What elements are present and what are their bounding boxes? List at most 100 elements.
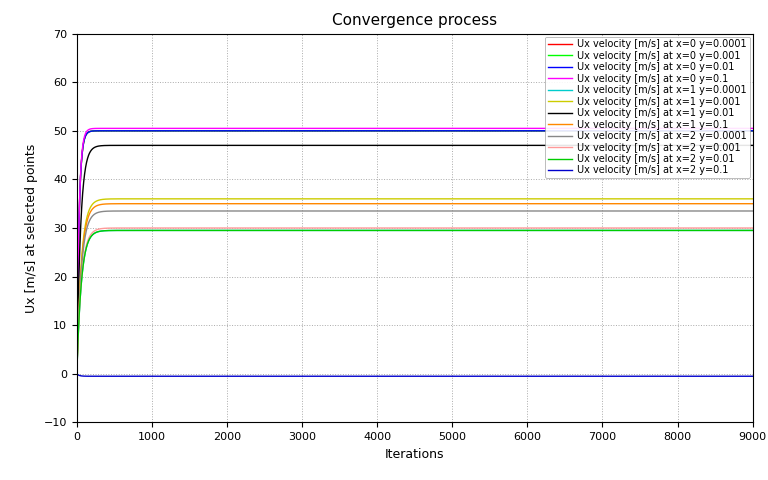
Ux velocity [m/s] at x=2 y=0.001 [748, 225, 757, 231]
Ux velocity [m/s] at x=0 y=0.001 [156, 128, 165, 133]
Line: Ux velocity [m/s] at x=0 y=0.1: Ux velocity [m/s] at x=0 y=0.1 [77, 128, 753, 374]
Ux velocity [m/s] at x=0 y=0.0001 [444, 128, 453, 133]
Ux velocity [m/s] at x=2 y=0.1 [72, 371, 81, 377]
Ux velocity [m/s] at x=2 y=0.001 [118, 225, 127, 231]
Legend: Ux velocity [m/s] at x=0 y=0.0001, Ux velocity [m/s] at x=0 y=0.001, Ux velocity: Ux velocity [m/s] at x=0 y=0.0001, Ux ve… [545, 36, 750, 179]
Ux velocity [m/s] at x=0 y=0.01 [384, 128, 393, 133]
Ux velocity [m/s] at x=2 y=0.1 [156, 373, 165, 379]
Ux velocity [m/s] at x=1 y=0.001 [241, 196, 250, 202]
Ux velocity [m/s] at x=0 y=0.001 [157, 128, 166, 133]
Ux velocity [m/s] at x=2 y=0.01 [703, 228, 713, 233]
Ux velocity [m/s] at x=2 y=0.01 [748, 228, 757, 233]
Ux velocity [m/s] at x=1 y=0.0001 [444, 228, 453, 233]
Ux velocity [m/s] at x=0 y=0.0001 [72, 371, 81, 377]
Ux velocity [m/s] at x=0 y=0.1 [444, 125, 453, 131]
Ux velocity [m/s] at x=0 y=0.1 [118, 125, 127, 131]
Line: Ux velocity [m/s] at x=2 y=0.1: Ux velocity [m/s] at x=2 y=0.1 [77, 374, 753, 376]
Ux velocity [m/s] at x=1 y=0.001 [384, 196, 393, 202]
Ux velocity [m/s] at x=1 y=0.0001 [748, 228, 757, 233]
Line: Ux velocity [m/s] at x=2 y=0.0001: Ux velocity [m/s] at x=2 y=0.0001 [77, 211, 753, 374]
Ux velocity [m/s] at x=2 y=0.01 [118, 228, 127, 233]
Ux velocity [m/s] at x=1 y=0.0001 [381, 228, 390, 233]
Y-axis label: Ux [m/s] at selected points: Ux [m/s] at selected points [25, 144, 38, 312]
Ux velocity [m/s] at x=1 y=0.1 [241, 201, 250, 206]
Ux velocity [m/s] at x=1 y=0.01 [72, 371, 81, 377]
Ux velocity [m/s] at x=2 y=0.001 [72, 371, 81, 377]
Ux velocity [m/s] at x=2 y=0.1 [118, 373, 127, 379]
Ux velocity [m/s] at x=1 y=0.1 [384, 201, 393, 206]
Ux velocity [m/s] at x=0 y=0.1 [748, 125, 757, 131]
Line: Ux velocity [m/s] at x=0 y=0.01: Ux velocity [m/s] at x=0 y=0.01 [77, 131, 753, 374]
Ux velocity [m/s] at x=2 y=0.0001 [748, 208, 757, 214]
Ux velocity [m/s] at x=2 y=0.0001 [384, 208, 393, 214]
Line: Ux velocity [m/s] at x=1 y=0.001: Ux velocity [m/s] at x=1 y=0.001 [77, 199, 753, 374]
X-axis label: Iterations: Iterations [385, 448, 445, 461]
Line: Ux velocity [m/s] at x=1 y=0.1: Ux velocity [m/s] at x=1 y=0.1 [77, 204, 753, 374]
Ux velocity [m/s] at x=1 y=0.1 [381, 201, 390, 206]
Ux velocity [m/s] at x=1 y=0.1 [444, 201, 453, 206]
Ux velocity [m/s] at x=2 y=0.01 [384, 228, 393, 233]
Ux velocity [m/s] at x=0 y=0.0001 [118, 128, 127, 134]
Ux velocity [m/s] at x=1 y=0.01 [444, 143, 453, 148]
Ux velocity [m/s] at x=1 y=0.01 [703, 143, 713, 148]
Ux velocity [m/s] at x=0 y=0.01 [703, 128, 713, 133]
Ux velocity [m/s] at x=1 y=0.001 [118, 196, 127, 202]
Ux velocity [m/s] at x=1 y=0.01 [213, 143, 222, 148]
Ux velocity [m/s] at x=2 y=0.001 [156, 225, 165, 231]
Ux velocity [m/s] at x=1 y=0.01 [118, 143, 127, 148]
Ux velocity [m/s] at x=2 y=0.0001 [72, 371, 81, 377]
Ux velocity [m/s] at x=0 y=0.1 [703, 125, 713, 131]
Ux velocity [m/s] at x=0 y=0.01 [118, 128, 127, 134]
Ux velocity [m/s] at x=1 y=0.1 [118, 201, 127, 206]
Ux velocity [m/s] at x=1 y=0.0001 [118, 228, 127, 233]
Ux velocity [m/s] at x=2 y=0.1 [384, 373, 393, 379]
Ux velocity [m/s] at x=2 y=0.0001 [444, 208, 453, 214]
Ux velocity [m/s] at x=0 y=0.001 [118, 128, 127, 134]
Ux velocity [m/s] at x=2 y=0.1 [748, 373, 757, 379]
Ux velocity [m/s] at x=1 y=0.001 [748, 196, 757, 202]
Ux velocity [m/s] at x=0 y=0.1 [72, 371, 81, 377]
Ux velocity [m/s] at x=2 y=0.1 [381, 373, 390, 379]
Ux velocity [m/s] at x=0 y=0.001 [72, 371, 81, 377]
Ux velocity [m/s] at x=1 y=0.001 [703, 196, 713, 202]
Ux velocity [m/s] at x=0 y=0.001 [703, 128, 713, 133]
Ux velocity [m/s] at x=1 y=0.01 [384, 143, 393, 148]
Line: Ux velocity [m/s] at x=0 y=0.001: Ux velocity [m/s] at x=0 y=0.001 [77, 131, 753, 374]
Ux velocity [m/s] at x=2 y=0.01 [156, 228, 165, 233]
Ux velocity [m/s] at x=2 y=0.0001 [381, 208, 390, 214]
Ux velocity [m/s] at x=0 y=0.0001 [157, 128, 166, 133]
Ux velocity [m/s] at x=0 y=0.01 [381, 128, 390, 133]
Ux velocity [m/s] at x=1 y=0.0001 [384, 228, 393, 233]
Ux velocity [m/s] at x=1 y=0.001 [381, 196, 390, 202]
Ux velocity [m/s] at x=2 y=0.001 [703, 225, 713, 231]
Ux velocity [m/s] at x=0 y=0.0001 [384, 128, 393, 133]
Ux velocity [m/s] at x=2 y=0.0001 [703, 208, 713, 214]
Ux velocity [m/s] at x=0 y=0.01 [748, 128, 757, 133]
Line: Ux velocity [m/s] at x=2 y=0.001: Ux velocity [m/s] at x=2 y=0.001 [77, 228, 753, 374]
Ux velocity [m/s] at x=2 y=0.0001 [241, 208, 250, 214]
Line: Ux velocity [m/s] at x=2 y=0.01: Ux velocity [m/s] at x=2 y=0.01 [77, 230, 753, 374]
Ux velocity [m/s] at x=1 y=0.001 [444, 196, 453, 202]
Ux velocity [m/s] at x=1 y=0.01 [156, 143, 165, 148]
Ux velocity [m/s] at x=0 y=0.1 [157, 125, 166, 131]
Ux velocity [m/s] at x=0 y=0.0001 [381, 128, 390, 133]
Ux velocity [m/s] at x=0 y=0.0001 [748, 128, 757, 133]
Ux velocity [m/s] at x=2 y=0.1 [157, 373, 166, 379]
Ux velocity [m/s] at x=1 y=0.0001 [72, 371, 81, 377]
Ux velocity [m/s] at x=1 y=0.1 [748, 201, 757, 206]
Line: Ux velocity [m/s] at x=1 y=0.0001: Ux velocity [m/s] at x=1 y=0.0001 [77, 230, 753, 374]
Ux velocity [m/s] at x=2 y=0.1 [703, 373, 713, 379]
Ux velocity [m/s] at x=1 y=0.01 [748, 143, 757, 148]
Title: Convergence process: Convergence process [332, 13, 498, 28]
Ux velocity [m/s] at x=1 y=0.1 [156, 201, 165, 206]
Ux velocity [m/s] at x=0 y=0.1 [381, 125, 390, 131]
Ux velocity [m/s] at x=2 y=0.001 [381, 225, 390, 231]
Line: Ux velocity [m/s] at x=0 y=0.0001: Ux velocity [m/s] at x=0 y=0.0001 [77, 131, 753, 374]
Ux velocity [m/s] at x=1 y=0.1 [703, 201, 713, 206]
Ux velocity [m/s] at x=2 y=0.0001 [156, 208, 165, 214]
Ux velocity [m/s] at x=2 y=0.0001 [118, 208, 127, 214]
Ux velocity [m/s] at x=0 y=0.01 [156, 128, 165, 133]
Ux velocity [m/s] at x=0 y=0.001 [384, 128, 393, 133]
Ux velocity [m/s] at x=2 y=0.001 [241, 225, 250, 231]
Ux velocity [m/s] at x=2 y=0.1 [444, 373, 453, 379]
